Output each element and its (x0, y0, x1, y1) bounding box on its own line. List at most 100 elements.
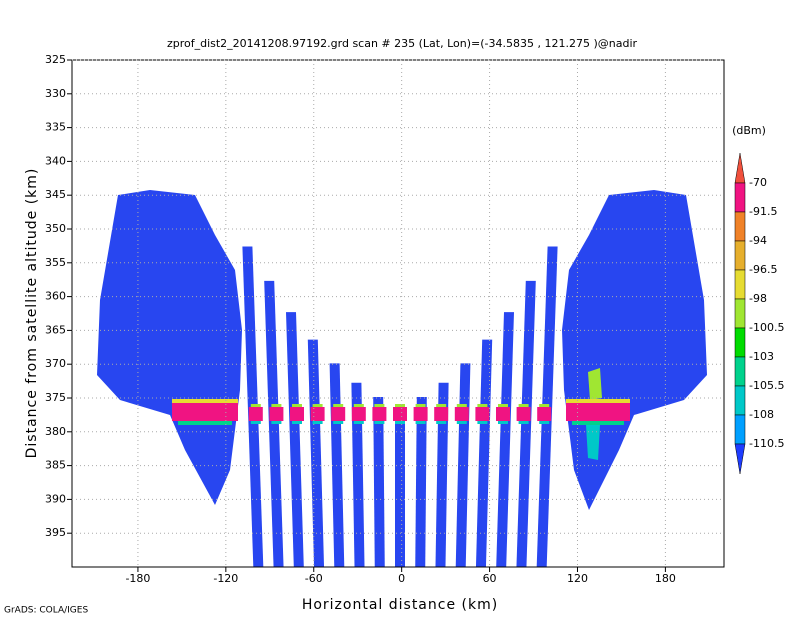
band-edge (572, 421, 624, 425)
x-tick-label: -120 (213, 572, 238, 585)
colorbar-label: (dBm) (732, 124, 766, 137)
band-edge (518, 421, 529, 424)
y-tick-label: 335 (45, 121, 66, 134)
colorbar-box (734, 385, 746, 416)
bright-band (393, 407, 407, 421)
y-tick-label: 340 (45, 154, 66, 167)
y-tick-label: 375 (45, 391, 66, 404)
y-tick-label: 330 (45, 87, 66, 100)
bright-band (310, 407, 325, 421)
band-edge (436, 421, 447, 424)
band-edge (456, 421, 467, 424)
x-tick-label: -60 (305, 572, 323, 585)
echo-field (97, 190, 707, 567)
band-edge (312, 404, 323, 407)
bright-band (269, 407, 284, 421)
y-tick-label: 365 (45, 323, 66, 336)
y-tick-label: 360 (45, 290, 66, 303)
beam-stripe (395, 404, 405, 567)
bright-band (496, 407, 510, 421)
x-tick-label: 60 (483, 572, 497, 585)
band-edge (566, 399, 630, 403)
y-tick-label: 370 (45, 357, 66, 370)
band-edge (333, 421, 344, 424)
colorbar-box (734, 211, 746, 242)
band-edge (333, 404, 344, 407)
colorbar-cap (734, 443, 746, 475)
beam-stripe (475, 339, 493, 567)
band-edge (172, 399, 238, 403)
band-edge (374, 421, 385, 424)
y-tick-label: 325 (45, 53, 66, 66)
y-tick-label: 395 (45, 526, 66, 539)
band-edge (250, 421, 261, 424)
y-tick-label: 355 (45, 256, 66, 269)
band-edge (292, 404, 302, 407)
colorbar-tick-label: -94 (749, 234, 767, 247)
colorbar-tick-label: -110.5 (749, 437, 784, 450)
bright-band (290, 407, 304, 421)
band-edge (292, 421, 302, 424)
bright-band (566, 403, 630, 421)
bright-band (475, 407, 490, 421)
colorbar-tick-label: -91.5 (749, 205, 777, 218)
colorbar-tick-label: -105.5 (749, 379, 784, 392)
plot-frame (71, 59, 725, 568)
colorbar-tick-label: -96.5 (749, 263, 777, 276)
x-tick-label: 120 (567, 572, 588, 585)
colorbar-box (734, 298, 746, 329)
bright-band (537, 407, 552, 421)
beam-stripe (307, 339, 325, 567)
y-axis-label: Distance from satellite altitude (km) (24, 168, 40, 459)
band-edge (353, 421, 364, 424)
band-edge (312, 421, 323, 424)
band-edge (271, 421, 282, 424)
bright-band (372, 407, 387, 421)
colorbar-box (734, 269, 746, 300)
band-edge (415, 421, 426, 424)
bright-band (454, 407, 469, 421)
colorbar-box (734, 327, 746, 358)
credit: GrADS: COLA/IGES (4, 606, 88, 616)
band-edge (498, 404, 508, 407)
right-cell (586, 425, 600, 460)
y-tick-label: 380 (45, 425, 66, 438)
band-edge (271, 404, 282, 407)
beam-stripe (496, 312, 514, 567)
colorbar-box (734, 414, 746, 445)
colorbar-tick-label: -100.5 (749, 321, 784, 334)
x-tick-label: 0 (398, 572, 405, 585)
band-edge (395, 421, 405, 424)
band-edge (477, 404, 488, 407)
bright-band (331, 407, 346, 421)
bright-band (516, 407, 531, 421)
colorbar-tick-label: -103 (749, 350, 774, 363)
y-tick-label: 345 (45, 188, 66, 201)
band-edge (498, 421, 508, 424)
band-edge (436, 404, 447, 407)
right-cell-core (588, 368, 602, 400)
band-edge (250, 404, 261, 407)
band-edge (477, 421, 488, 424)
x-axis-label: Horizontal distance (km) (302, 597, 498, 613)
y-tick-label: 385 (45, 459, 66, 472)
bright-band (172, 403, 238, 421)
bright-band (434, 407, 449, 421)
beam-stripe (286, 312, 304, 567)
band-edge (178, 421, 232, 425)
colorbar-tick-label: -70 (749, 176, 767, 189)
y-tick-label: 350 (45, 222, 66, 235)
colorbar-tick-label: -108 (749, 408, 774, 421)
beam-stripe (373, 397, 385, 567)
band-edge (395, 404, 405, 407)
bright-band (413, 407, 428, 421)
colorbar-tick-label: -98 (749, 292, 767, 305)
beam-stripe (435, 382, 449, 567)
band-edge (374, 404, 385, 407)
right-swath (562, 190, 707, 510)
left-swath (97, 190, 242, 505)
x-tick-label: 180 (655, 572, 676, 585)
band-edge (415, 404, 426, 407)
bright-band (351, 407, 366, 421)
